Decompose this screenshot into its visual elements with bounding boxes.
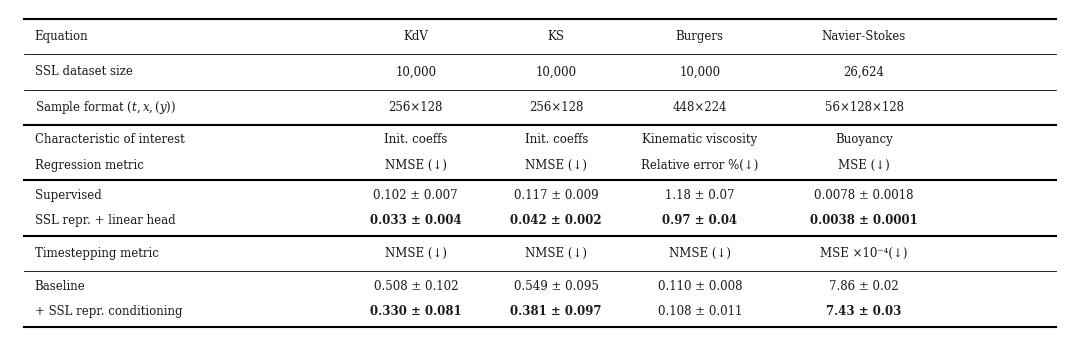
Text: Supervised: Supervised bbox=[35, 189, 102, 202]
Text: MSE ×10⁻⁴(↓): MSE ×10⁻⁴(↓) bbox=[820, 247, 908, 260]
Text: Regression metric: Regression metric bbox=[35, 159, 144, 172]
Text: Navier-Stokes: Navier-Stokes bbox=[822, 30, 906, 43]
Text: 1.18 ± 0.07: 1.18 ± 0.07 bbox=[665, 189, 734, 202]
Text: 0.330 ± 0.081: 0.330 ± 0.081 bbox=[370, 305, 461, 318]
Text: SSL dataset size: SSL dataset size bbox=[35, 65, 133, 78]
Text: Buoyancy: Buoyancy bbox=[835, 133, 893, 146]
Text: Timestepping metric: Timestepping metric bbox=[35, 247, 159, 260]
Text: 0.381 ± 0.097: 0.381 ± 0.097 bbox=[511, 305, 602, 318]
Text: 0.549 ± 0.095: 0.549 ± 0.095 bbox=[514, 280, 598, 293]
Text: Kinematic viscosity: Kinematic viscosity bbox=[643, 133, 757, 146]
Text: Init. coeffs: Init. coeffs bbox=[525, 133, 588, 146]
Text: SSL repr. + linear head: SSL repr. + linear head bbox=[35, 214, 175, 227]
Text: Characteristic of interest: Characteristic of interest bbox=[35, 133, 185, 146]
Text: NMSE (↓): NMSE (↓) bbox=[384, 247, 447, 260]
Text: 0.0038 ± 0.0001: 0.0038 ± 0.0001 bbox=[810, 214, 918, 227]
Text: 256×128: 256×128 bbox=[529, 101, 583, 114]
Text: NMSE (↓): NMSE (↓) bbox=[384, 159, 447, 172]
Text: 256×128: 256×128 bbox=[389, 101, 443, 114]
Text: 10,000: 10,000 bbox=[679, 65, 720, 78]
Text: Equation: Equation bbox=[35, 30, 89, 43]
Text: NMSE (↓): NMSE (↓) bbox=[669, 247, 731, 260]
Text: 7.86 ± 0.02: 7.86 ± 0.02 bbox=[829, 280, 899, 293]
Text: + SSL repr. conditioning: + SSL repr. conditioning bbox=[35, 305, 183, 318]
Text: 10,000: 10,000 bbox=[395, 65, 436, 78]
Text: NMSE (↓): NMSE (↓) bbox=[525, 159, 588, 172]
Text: 0.97 ± 0.04: 0.97 ± 0.04 bbox=[662, 214, 738, 227]
Text: 26,624: 26,624 bbox=[843, 65, 885, 78]
Text: MSE (↓): MSE (↓) bbox=[838, 159, 890, 172]
Text: 0.0078 ± 0.0018: 0.0078 ± 0.0018 bbox=[814, 189, 914, 202]
Text: 10,000: 10,000 bbox=[536, 65, 577, 78]
Text: Burgers: Burgers bbox=[676, 30, 724, 43]
Text: 0.033 ± 0.004: 0.033 ± 0.004 bbox=[370, 214, 461, 227]
Text: 0.102 ± 0.007: 0.102 ± 0.007 bbox=[374, 189, 458, 202]
Text: 0.042 ± 0.002: 0.042 ± 0.002 bbox=[511, 214, 602, 227]
Text: KS: KS bbox=[548, 30, 565, 43]
Text: 7.43 ± 0.03: 7.43 ± 0.03 bbox=[826, 305, 902, 318]
Text: 0.117 ± 0.009: 0.117 ± 0.009 bbox=[514, 189, 598, 202]
Text: 56×128×128: 56×128×128 bbox=[824, 101, 904, 114]
Text: Baseline: Baseline bbox=[35, 280, 85, 293]
Text: Sample format $(t, x, (y))$: Sample format $(t, x, (y))$ bbox=[35, 99, 176, 116]
Text: 0.110 ± 0.008: 0.110 ± 0.008 bbox=[658, 280, 742, 293]
Text: Init. coeffs: Init. coeffs bbox=[384, 133, 447, 146]
Text: 0.108 ± 0.011: 0.108 ± 0.011 bbox=[658, 305, 742, 318]
Text: NMSE (↓): NMSE (↓) bbox=[525, 247, 588, 260]
Text: 0.508 ± 0.102: 0.508 ± 0.102 bbox=[374, 280, 458, 293]
Text: Relative error %(↓): Relative error %(↓) bbox=[642, 159, 758, 172]
Text: KdV: KdV bbox=[403, 30, 429, 43]
Text: 448×224: 448×224 bbox=[673, 101, 727, 114]
